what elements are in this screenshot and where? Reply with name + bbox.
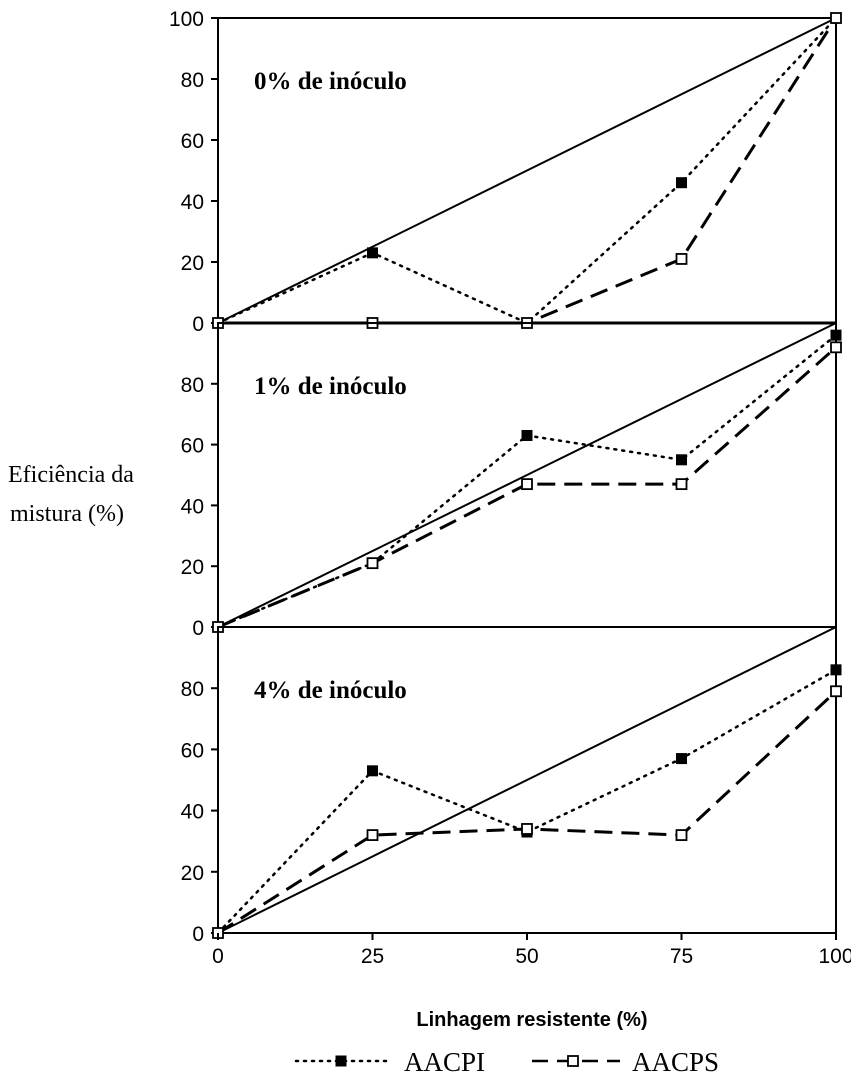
reference-line bbox=[217, 626, 837, 934]
y-tick-label: 0 bbox=[192, 313, 204, 336]
panel-2: 0 20 40 60 80 1% de inóculo bbox=[181, 322, 842, 640]
y-tick-label: 40 bbox=[181, 191, 204, 214]
y-tick-label: 80 bbox=[181, 374, 204, 397]
x-tick-label: 100 bbox=[818, 945, 851, 968]
legend-item-aacpi: AACPI bbox=[294, 1047, 485, 1077]
data-point-aacps bbox=[830, 685, 842, 698]
x-tick-label: 50 bbox=[515, 945, 538, 968]
data-point-aacpi bbox=[830, 664, 842, 676]
data-point-aacpi bbox=[830, 329, 842, 341]
data-point-aacps bbox=[830, 341, 842, 354]
data-point-aacpi bbox=[676, 454, 687, 466]
data-point-aacps bbox=[675, 478, 688, 491]
panel-title: 4% de inóculo bbox=[254, 677, 407, 704]
series-line-aacpi bbox=[216, 16, 838, 325]
data-point-aacps bbox=[521, 478, 533, 491]
legend-item-aacps: AACPS bbox=[532, 1047, 719, 1077]
y-axis-label-line-1: Eficiência da bbox=[8, 462, 134, 488]
y-tick-label: 60 bbox=[181, 435, 204, 458]
y-tick-label: 100 bbox=[169, 8, 204, 31]
panel-3: 0 20 40 60 80 4% de inóculo bbox=[181, 626, 842, 946]
y-tick-label: 80 bbox=[181, 69, 204, 92]
data-point-aacpi bbox=[676, 753, 687, 765]
data-point-aacps bbox=[675, 253, 688, 265]
data-point-aacpi bbox=[676, 177, 687, 189]
panel-1: 0 20 40 60 80 100 0% de inóculo bbox=[169, 8, 842, 336]
y-tick-label: 80 bbox=[181, 678, 204, 701]
legend: AACPI AACPS bbox=[294, 1047, 719, 1077]
series-line-aacpi bbox=[216, 668, 838, 935]
y-tick-label: 20 bbox=[181, 556, 204, 579]
data-point-aacps bbox=[366, 829, 379, 841]
panel-title: 1% de inóculo bbox=[254, 373, 407, 400]
reference-line bbox=[217, 322, 837, 628]
x-tick-label: 25 bbox=[361, 945, 384, 968]
x-tick-label: 0 bbox=[212, 945, 224, 968]
data-point-aacpi bbox=[367, 765, 378, 777]
data-point-aacpi bbox=[367, 247, 378, 259]
x-axis-ticks: 0 25 50 75 100 bbox=[212, 933, 851, 968]
series-line-aacps bbox=[217, 690, 838, 935]
y-tick-label: 0 bbox=[192, 923, 204, 946]
legend-marker-aacps bbox=[567, 1055, 579, 1067]
data-point-aacps bbox=[830, 12, 842, 24]
y-tick-label: 60 bbox=[181, 130, 204, 153]
reference-line bbox=[217, 17, 837, 324]
y-axis-label-line-2: mistura (%) bbox=[10, 501, 124, 527]
x-axis-label: Linhagem resistente (%) bbox=[416, 1009, 647, 1031]
y-tick-label: 0 bbox=[192, 617, 204, 640]
data-point-aacps bbox=[675, 829, 688, 841]
data-point-aacps bbox=[366, 557, 379, 570]
panel-title: 0% de inóculo bbox=[254, 68, 407, 95]
y-tick-label: 60 bbox=[181, 739, 204, 762]
x-tick-label: 75 bbox=[670, 945, 693, 968]
y-tick-label: 20 bbox=[181, 862, 204, 885]
legend-label-aacps: AACPS bbox=[632, 1047, 719, 1077]
chart-panels: 0 20 40 60 80 100 0% de inóculo 0 20 40 60 80 1% de … bbox=[169, 8, 842, 946]
legend-label-aacpi: AACPI bbox=[404, 1047, 485, 1077]
y-tick-label: 40 bbox=[181, 495, 204, 518]
data-point-aacpi bbox=[521, 429, 533, 441]
y-tick-label: 40 bbox=[181, 801, 204, 824]
legend-marker-aacpi bbox=[335, 1055, 347, 1067]
data-point-aacps bbox=[521, 823, 533, 835]
y-tick-label: 20 bbox=[181, 252, 204, 275]
